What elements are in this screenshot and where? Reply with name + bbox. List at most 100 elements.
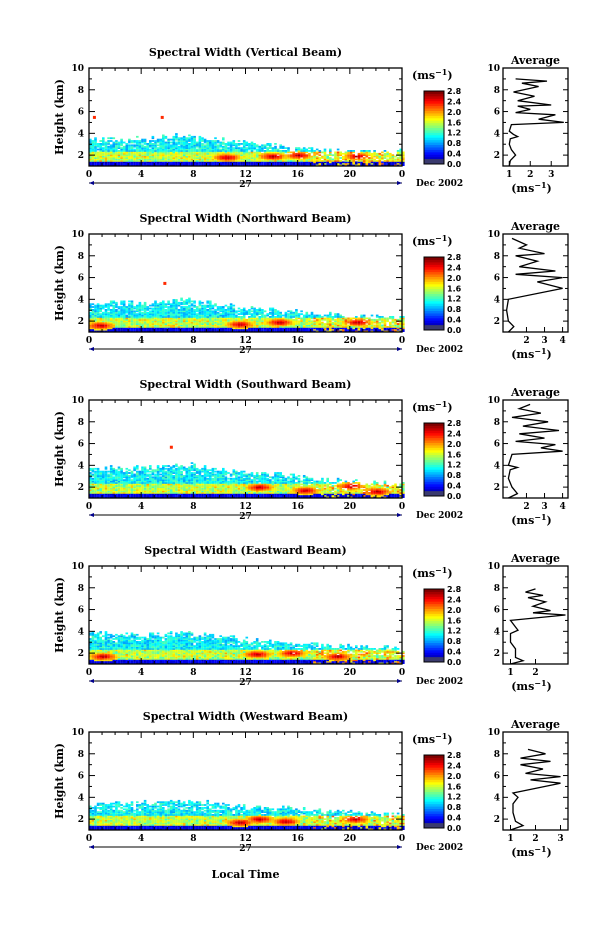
- heatmap-cell: [188, 326, 191, 328]
- heatmap-cell: [115, 496, 118, 498]
- heatmap-cell: [310, 162, 314, 165]
- heatmap-cell: [117, 151, 121, 154]
- heatmap-cell: [151, 310, 155, 313]
- heatmap-cell: [274, 161, 277, 164]
- heatmap-cell: [120, 487, 123, 490]
- heatmap-cell: [201, 467, 204, 470]
- heatmap-cell: [224, 151, 228, 154]
- heatmap-cell: [253, 158, 256, 161]
- heatmap-cell: [156, 484, 160, 487]
- heatmap-cell: [109, 150, 113, 152]
- average-x-label-exp: −1: [534, 346, 546, 356]
- heatmap-cell: [237, 150, 241, 152]
- heatmap-cell: [378, 327, 382, 330]
- heatmap-cell: [386, 327, 389, 330]
- colorbar-label: 2.4: [447, 97, 462, 106]
- heatmap-cell: [180, 150, 183, 152]
- heatmap-cell: [334, 164, 337, 166]
- heatmap-cell: [102, 143, 105, 145]
- heatmap-cell: [368, 157, 371, 159]
- heatmap-cell: [190, 161, 194, 164]
- heatmap-cell: [177, 320, 181, 323]
- heatmap-cell: [370, 320, 374, 323]
- heatmap-cell: [214, 140, 217, 142]
- heatmap-cell: [175, 145, 178, 148]
- heatmap-cell: [125, 143, 129, 145]
- heatmap-cell: [203, 160, 207, 162]
- heatmap-cell: [250, 320, 254, 323]
- heatmap-cell: [143, 477, 147, 480]
- heatmap-cell: [315, 152, 319, 155]
- heatmap-cell: [109, 311, 113, 314]
- heatmap-cell: [175, 476, 178, 479]
- colorbar-segment: [424, 278, 444, 282]
- heatmap-cell: [91, 469, 95, 472]
- heatmap-cell: [188, 480, 191, 483]
- heatmap-cell: [227, 150, 230, 152]
- heatmap-cell: [209, 473, 212, 476]
- heatmap-cell: [156, 138, 160, 141]
- heatmap-cell: [235, 316, 238, 318]
- colorbar-segment: [424, 93, 444, 97]
- average-y-tick-label: 6: [494, 108, 500, 118]
- heatmap-cell: [175, 321, 178, 324]
- heatmap-cell: [318, 317, 322, 320]
- heatmap-cell: [248, 321, 251, 324]
- heatmap-cell: [109, 467, 113, 470]
- heatmap-cell: [136, 494, 139, 497]
- heatmap-cell: [292, 162, 295, 165]
- heatmap-cell: [185, 492, 189, 494]
- heatmap-cell: [133, 151, 136, 154]
- heatmap-cell: [248, 154, 251, 157]
- heatmap-cell: [336, 327, 340, 330]
- heatmap-cell: [107, 161, 110, 164]
- heatmap-cell: [175, 487, 178, 490]
- heatmap-cell: [308, 157, 311, 159]
- heatmap-cell: [164, 496, 168, 498]
- colorbar-unit-close: ): [447, 69, 452, 82]
- heatmap-cell: [203, 144, 207, 147]
- heatmap-cell: [357, 328, 361, 331]
- heatmap-cell: [154, 326, 157, 328]
- average-x-tick-label: 2: [523, 336, 529, 346]
- heatmap-cell: [315, 323, 319, 325]
- heatmap-cell: [180, 155, 183, 158]
- heatmap-cell: [89, 303, 92, 306]
- heatmap-cell: [201, 155, 204, 158]
- heatmap-cell: [284, 154, 288, 157]
- heatmap-cell: [149, 141, 152, 144]
- heatmap-cell: [185, 477, 189, 480]
- heatmap-cell: [133, 476, 136, 479]
- heatmap-cell: [159, 323, 162, 325]
- heatmap-cell: [305, 317, 309, 320]
- heatmap-cell: [271, 155, 275, 158]
- heatmap-cell: [266, 158, 269, 161]
- heatmap-cell: [169, 490, 173, 493]
- heatmap-cell: [164, 489, 168, 491]
- heatmap-cell: [167, 317, 170, 320]
- heatmap-cell: [391, 164, 395, 166]
- heatmap-cell: [149, 145, 152, 148]
- heatmap-cell: [240, 154, 243, 157]
- heatmap-cell: [117, 317, 121, 320]
- heatmap-cell: [227, 160, 230, 162]
- heatmap-cell: [164, 467, 168, 470]
- heatmap-cell: [242, 162, 246, 165]
- heatmap-cell: [141, 150, 144, 152]
- heatmap-cell: [141, 321, 144, 324]
- heatmap-cell: [190, 303, 194, 306]
- heatmap-cell: [206, 489, 209, 491]
- heatmap-cell: [203, 492, 207, 494]
- heatmap-cell: [128, 162, 131, 165]
- heatmap-cell: [146, 318, 149, 321]
- heatmap-cell: [104, 145, 108, 148]
- heatmap-cell: [159, 487, 162, 490]
- heatmap-cell: [370, 158, 374, 161]
- heatmap-cell: [318, 161, 322, 164]
- colorbar-label: 1.2: [447, 129, 461, 138]
- heatmap-cell: [125, 162, 129, 165]
- heatmap-cell: [99, 479, 102, 481]
- heatmap-cell: [141, 157, 144, 159]
- heatmap-cell: [203, 487, 207, 490]
- heatmap-cell: [107, 141, 110, 144]
